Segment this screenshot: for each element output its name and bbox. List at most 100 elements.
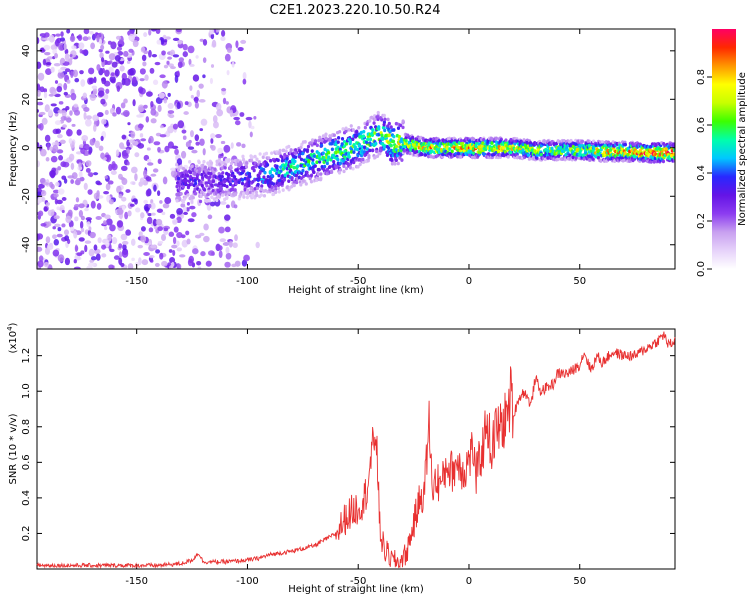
heatmap-cell [70,179,75,184]
heatmap-cell [302,158,306,163]
heatmap-cell [82,36,89,42]
heatmap-cell [383,117,387,122]
heatmap-cell [312,170,316,174]
heatmap-cell [163,64,169,69]
heatmap-cell [161,50,166,56]
heatmap-cell [569,143,573,148]
heatmap-cell [220,166,225,170]
heatmap-cell [282,178,286,182]
heatmap-cell [104,214,111,220]
heatmap-cell [285,171,289,175]
heatmap-cell [193,191,198,196]
heatmap-cell [176,158,183,166]
heatmap-cell [60,116,67,121]
heatmap-cell [218,174,222,179]
heatmap-cell [63,91,68,96]
heatmap-cell [64,68,71,73]
heatmap-cell [225,246,230,254]
heatmap-cell [301,168,305,173]
heatmap-cell [322,160,326,164]
heatmap-cell [76,129,82,136]
heatmap-cell [88,67,95,75]
heatmap-cell [365,150,369,155]
heatmap-cell [486,139,490,144]
heatmap-cell [202,159,206,164]
heatmap-cell [233,116,240,121]
heatmap-cell [44,32,50,38]
heatmap-cell [73,266,81,269]
heatmap-cell [191,212,197,218]
heatmap-cell [73,103,79,108]
heatmap-cell [46,221,52,227]
heatmap-cell [148,135,154,144]
heatmap-cell [376,115,380,119]
heatmap-cell [132,76,137,84]
heatmap-cell [233,192,238,197]
heatmap-cell [351,128,355,132]
heatmap-cell [606,140,611,145]
heatmap-cell [490,137,494,142]
snr-y-label: SNR (10 * v/v) [8,413,19,484]
heatmap-cell [373,131,377,135]
heatmap-cell [197,170,201,174]
heatmap-cell [202,38,208,46]
snr-multiplier-exponent: 4 [6,326,14,331]
heatmap-cell [241,191,246,196]
heatmap-cell [238,161,242,165]
heatmap-cell [73,109,81,116]
heatmap-cell [101,77,107,85]
heatmap-cell [122,110,130,117]
heatmap-cell [223,165,227,170]
heatmap-cell [167,141,175,149]
heatmap-cell [612,159,617,163]
heatmap-cell [215,198,219,203]
heatmap-cell [89,138,95,146]
heatmap-cell [353,145,357,149]
x-tick-label: -50 [350,576,366,587]
heatmap-cell [109,248,115,253]
heatmap-cell [105,50,110,54]
heatmap-cell [79,176,85,182]
heatmap-cell [69,226,75,232]
heatmap-cell [215,159,219,164]
heatmap-cell [61,197,67,201]
heatmap-cell [117,50,124,56]
heatmap-cell [401,119,405,123]
heatmap-cell [319,172,323,176]
heatmap-cell [160,37,165,45]
heatmap-cell [91,85,98,90]
heatmap-cell [146,216,153,225]
heatmap-cell [583,151,588,155]
heatmap-cell [78,209,84,218]
heatmap-cell [111,163,118,171]
heatmap-cell [202,188,207,192]
heatmap-cell [626,152,630,157]
heatmap-cell [180,150,187,159]
heatmap-cell [397,134,402,139]
heatmap-cell [110,72,115,77]
heatmap-cell [123,77,131,86]
heatmap-cell [234,120,241,126]
heatmap-cell [214,191,218,196]
colorbar-tick-label: 0.2 [696,213,707,229]
heatmap-cell [37,210,44,217]
heatmap-cell [274,187,278,191]
heatmap-cell [313,164,317,168]
y-tick-label: 0.2 [21,525,32,541]
heatmap-cell [150,118,157,124]
heatmap-cell [271,192,275,197]
heatmap-cell [74,77,80,83]
heatmap-cell [292,165,296,170]
heatmap-cell [371,148,375,153]
heatmap-cell [60,59,66,64]
heatmap-cell [156,208,164,213]
heatmap-cell [344,142,349,146]
heatmap-cell [116,85,121,92]
heatmap-cell [199,194,203,199]
heatmap-cell [44,134,51,143]
heatmap-cell [289,164,293,169]
heatmap-cell [323,140,327,144]
heatmap-cell [210,64,215,68]
heatmap-cell [247,183,251,188]
heatmap-cell [209,201,216,207]
